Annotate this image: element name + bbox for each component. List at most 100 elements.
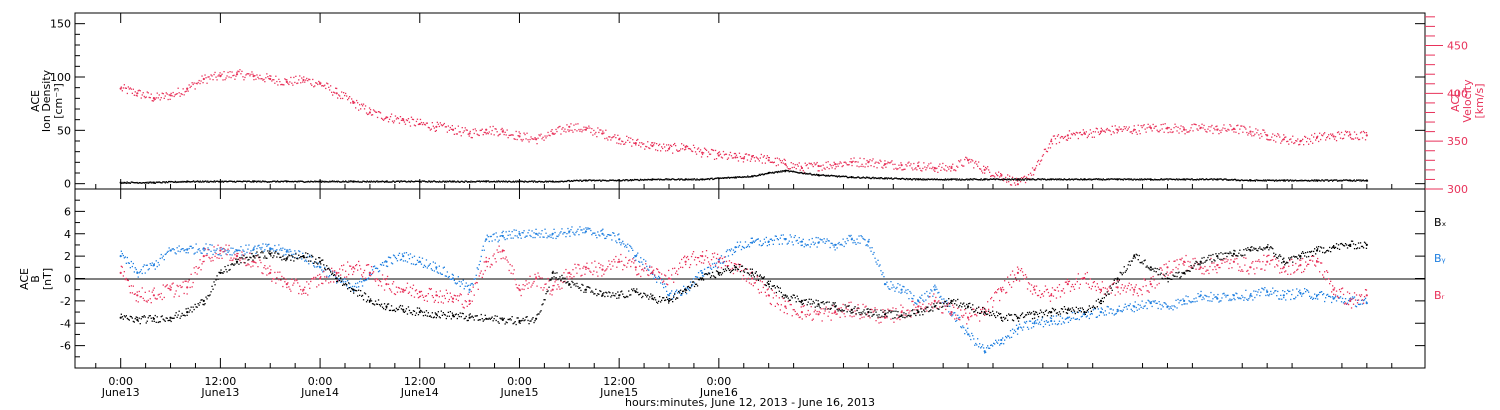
velocity-series-point (165, 92, 167, 94)
by-series-point (405, 252, 408, 254)
density-series-point (1339, 180, 1341, 182)
velocity-series-datum (435, 125, 438, 128)
velocity-series-point (787, 168, 789, 170)
bz-series-point (565, 268, 567, 271)
density-series-point (1338, 179, 1340, 182)
density-series-point (323, 180, 325, 182)
by-series-point (1168, 308, 1170, 310)
velocity-series-point (1184, 133, 1186, 135)
density-series-point (239, 180, 241, 182)
by-series-point (436, 271, 438, 273)
velocity-series-point (501, 127, 503, 130)
by-series-point (641, 261, 643, 263)
density-series-point (262, 180, 265, 182)
bz-series-point (290, 290, 292, 292)
by-series-point (254, 245, 256, 247)
velocity-series-point (943, 168, 945, 170)
velocity-series-datum (817, 164, 820, 168)
density-series-point (801, 171, 803, 174)
by-series-point (877, 259, 879, 261)
velocity-series-point (1278, 134, 1280, 136)
velocity-series-point (1325, 139, 1327, 141)
velocity-series-point (127, 86, 129, 88)
bz-series-point (201, 263, 203, 265)
by-series-point (489, 235, 491, 238)
density-series-point (384, 181, 386, 183)
by-series-point (203, 250, 205, 252)
density-series-point (1055, 178, 1057, 180)
by-series-point (1018, 323, 1021, 325)
by-series-point (275, 249, 277, 252)
by-series-point (148, 268, 150, 270)
density-series-point (327, 181, 329, 183)
density-series-point (247, 180, 249, 182)
bz-series-point (429, 288, 431, 291)
velocity-series-point (1208, 126, 1210, 128)
by-series-point (235, 249, 237, 251)
velocity-series-point (566, 124, 568, 126)
velocity-series-point (1077, 137, 1079, 140)
velocity-series-point (181, 93, 183, 96)
by-series-point (256, 247, 258, 250)
by-series-point (1186, 303, 1188, 305)
density-series-point (970, 178, 972, 181)
bz-series-point (856, 307, 858, 310)
density-series-point (744, 176, 746, 178)
velocity-series-point (504, 131, 506, 133)
velocity-series-point (894, 163, 896, 165)
by-series-point (293, 253, 295, 255)
velocity-series-point (1362, 130, 1365, 133)
bz-series-point (825, 306, 827, 308)
bz-series-point (326, 276, 328, 278)
by-series-datum (1315, 294, 1319, 297)
density-series-point (271, 180, 274, 182)
bz-series-point (762, 286, 764, 289)
bz-series-point (442, 302, 444, 304)
bz-series-point (212, 259, 214, 262)
velocity-series-point (1360, 131, 1363, 133)
density-series-point (1166, 178, 1168, 180)
density-series-point (167, 181, 169, 184)
density-series-point (356, 181, 358, 183)
by-series-point (348, 287, 350, 289)
density-series-point (791, 170, 793, 172)
density-series-point (886, 178, 888, 180)
by-series-point (1235, 292, 1237, 294)
by-series-point (696, 276, 699, 278)
by-series-point (631, 247, 633, 249)
by-series-point (213, 249, 215, 251)
velocity-series-point (243, 79, 245, 81)
velocity-series-datum (219, 75, 222, 78)
density-series-point (896, 178, 898, 180)
velocity-series-point (204, 74, 206, 76)
by-series-point (603, 234, 605, 236)
density-series-point (559, 181, 561, 183)
density-series-point (729, 177, 731, 179)
by-series-point (583, 228, 585, 230)
density-series-point (459, 181, 461, 183)
density-series-point (388, 181, 390, 183)
velocity-series-point (917, 162, 919, 164)
by-series-point (483, 249, 485, 251)
by-series-point (279, 249, 281, 251)
velocity-series-point (1157, 130, 1159, 133)
bz-series-point (829, 307, 831, 310)
density-series-point (1278, 179, 1281, 181)
by-series-point (1038, 321, 1041, 323)
by-series-point (1006, 337, 1008, 339)
by-series-point (805, 244, 807, 247)
by-series-point (692, 278, 695, 280)
density-series-point (902, 177, 904, 180)
by-series-datum (601, 232, 604, 235)
density-series-point (577, 180, 579, 182)
bz-series-point (333, 281, 335, 283)
velocity-series-point (590, 131, 592, 134)
bz-series-point (608, 260, 610, 262)
velocity-series-point (891, 160, 893, 162)
velocity-series-point (906, 165, 908, 167)
by-series-point (569, 235, 571, 237)
density-series-point (638, 179, 640, 182)
density-series-point (124, 182, 127, 184)
bz-series-point (811, 319, 813, 321)
velocity-series-point (929, 167, 931, 169)
